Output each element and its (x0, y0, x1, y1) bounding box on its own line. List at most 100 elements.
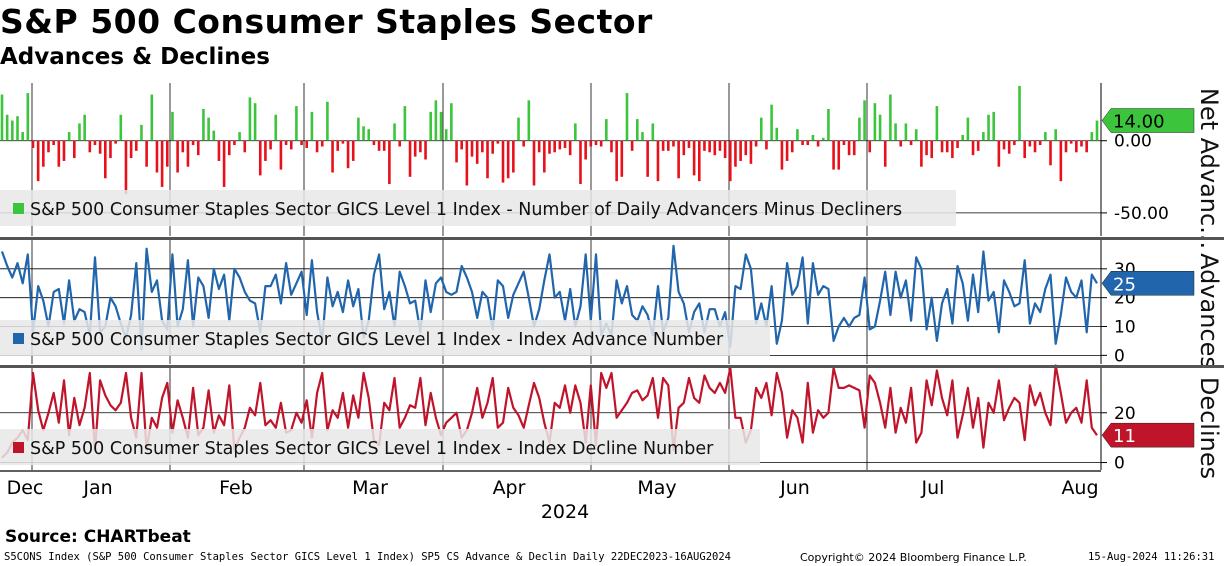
bar (119, 114, 123, 141)
bar (982, 132, 985, 141)
bar (253, 103, 257, 141)
bar (827, 108, 830, 141)
bar (1007, 140, 1011, 154)
axis-tick-label: 20 (1114, 404, 1136, 424)
bar (1018, 85, 1021, 141)
legend-swatch (13, 333, 24, 344)
bar (207, 117, 210, 141)
bar (181, 140, 185, 153)
bar (78, 123, 81, 141)
bar (36, 140, 40, 182)
bar (351, 140, 355, 161)
bar (940, 140, 944, 153)
bar (858, 117, 861, 141)
bar (450, 103, 453, 141)
bar (336, 140, 340, 151)
last-value-label: 11 (1113, 426, 1136, 447)
bar (806, 140, 810, 146)
bar (233, 140, 236, 146)
month-label-dec: Dec (7, 477, 44, 499)
bar (341, 140, 345, 144)
bar (258, 140, 262, 176)
bar (202, 108, 205, 141)
bar (780, 140, 784, 170)
bar (47, 140, 50, 153)
bar (775, 127, 779, 141)
bar (475, 140, 479, 164)
bar (527, 100, 531, 141)
bar (357, 117, 360, 141)
bar (620, 140, 624, 177)
bar (1023, 140, 1026, 159)
month-label-apr: Apr (493, 477, 526, 499)
month-label-aug: Aug (1061, 477, 1098, 499)
bar (672, 140, 675, 147)
last-value-marker (1101, 108, 1195, 133)
bar (145, 140, 148, 167)
year-label: 2024 (541, 501, 589, 523)
bar (377, 140, 381, 151)
bar (501, 140, 505, 183)
legend-label: S&P 500 Consumer Staples Sector GICS Lev… (30, 330, 724, 350)
bar (589, 140, 593, 147)
last-value-label: 25 (1113, 274, 1136, 295)
bar (362, 126, 365, 141)
bar (11, 120, 14, 141)
chart-title: S&P 500 Consumer Staples Sector (0, 2, 653, 41)
bar (713, 140, 717, 156)
bar (920, 140, 923, 167)
axis-tick-label: 0.00 (1114, 132, 1152, 152)
bar (579, 140, 582, 185)
side-axis-title: Declines (1195, 377, 1223, 479)
bar (1090, 132, 1094, 141)
bar (847, 140, 851, 156)
legend-label: S&P 500 Consumer Staples Sector GICS Lev… (30, 200, 902, 220)
bar (1044, 132, 1047, 141)
bar (470, 140, 474, 157)
bar (346, 140, 350, 169)
bar (496, 140, 500, 144)
month-label-mar: Mar (352, 477, 388, 499)
bar (605, 119, 608, 141)
bar (656, 140, 660, 182)
legend-box (0, 429, 760, 465)
bar (160, 140, 164, 187)
bar (692, 140, 696, 176)
bar (610, 140, 613, 153)
bar (1049, 140, 1052, 166)
bar (186, 140, 190, 167)
bar (630, 140, 634, 151)
bar (1054, 129, 1057, 141)
bar (543, 140, 546, 173)
bar (284, 140, 288, 146)
bar (93, 140, 97, 146)
bar (104, 140, 107, 179)
bar (1059, 140, 1063, 182)
bar (935, 106, 939, 141)
bar (42, 140, 45, 167)
bar (222, 140, 226, 187)
axis-tick-label: 10 (1114, 318, 1136, 338)
bar (749, 140, 753, 164)
bar (124, 140, 128, 195)
bar (176, 140, 179, 173)
bar (388, 140, 391, 185)
bar (553, 140, 556, 153)
bar (227, 140, 231, 156)
bar (243, 140, 247, 153)
bar (140, 124, 143, 141)
bar (52, 140, 55, 146)
bar (491, 140, 494, 154)
bar (599, 140, 603, 147)
panel-separator (0, 365, 1224, 368)
bar (320, 140, 324, 147)
month-label-may: May (637, 477, 676, 499)
bar (83, 114, 86, 141)
bar (522, 140, 525, 147)
bar (408, 140, 412, 177)
bar (1085, 140, 1088, 153)
bar (455, 140, 458, 163)
bar (279, 140, 283, 170)
bar (703, 140, 706, 151)
